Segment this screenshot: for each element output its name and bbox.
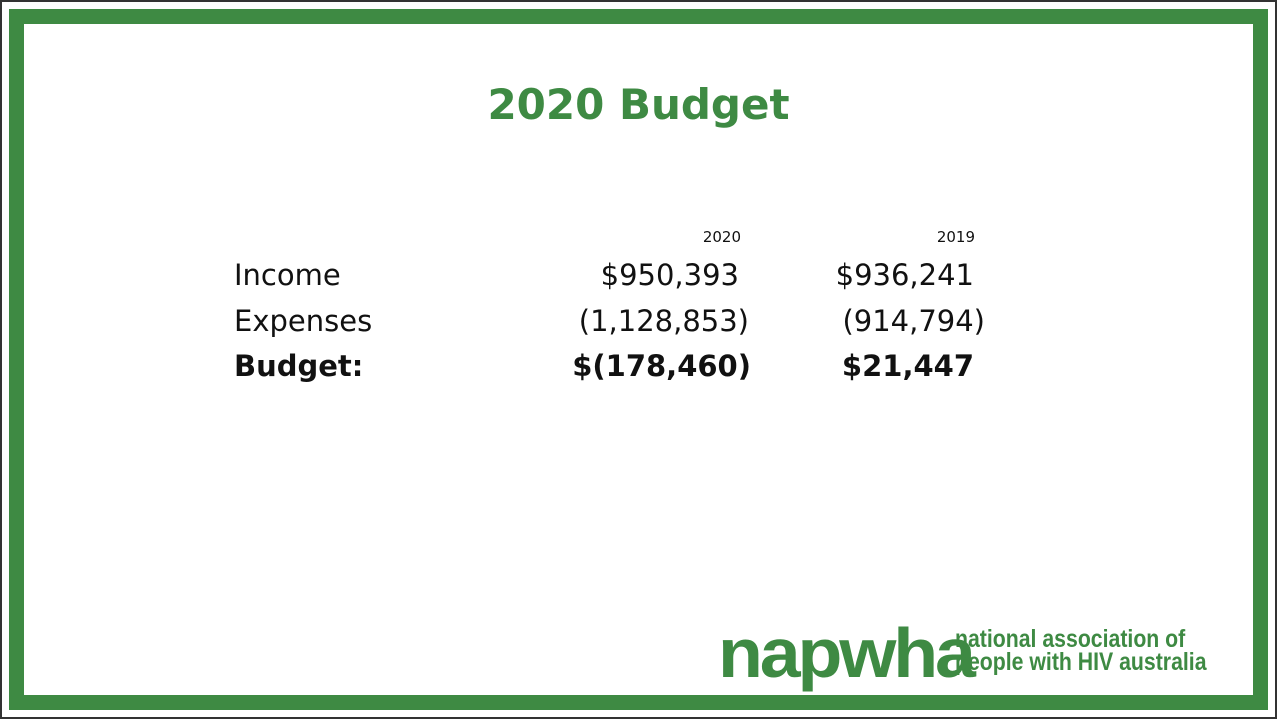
cell: $21,447	[841, 349, 974, 383]
cell: (1,128,853)	[578, 304, 749, 338]
logo-tagline: national association of	[955, 625, 1186, 653]
row-label: Expenses	[234, 304, 373, 338]
row-label: Income	[234, 258, 341, 292]
cell: $936,241	[835, 258, 974, 292]
column-header: 2020	[702, 228, 741, 246]
column-header: 2019	[936, 228, 975, 246]
cell: $950,393	[600, 258, 739, 292]
slide	[9, 9, 1268, 710]
cell: $(178,460)	[572, 349, 751, 383]
title: 2020 Budget	[487, 80, 790, 129]
cell: (914,794)	[842, 304, 985, 338]
logo: napwha	[718, 614, 976, 692]
logo-tagline: people with HIV australia	[955, 648, 1207, 676]
row-label: Budget:	[234, 349, 364, 383]
